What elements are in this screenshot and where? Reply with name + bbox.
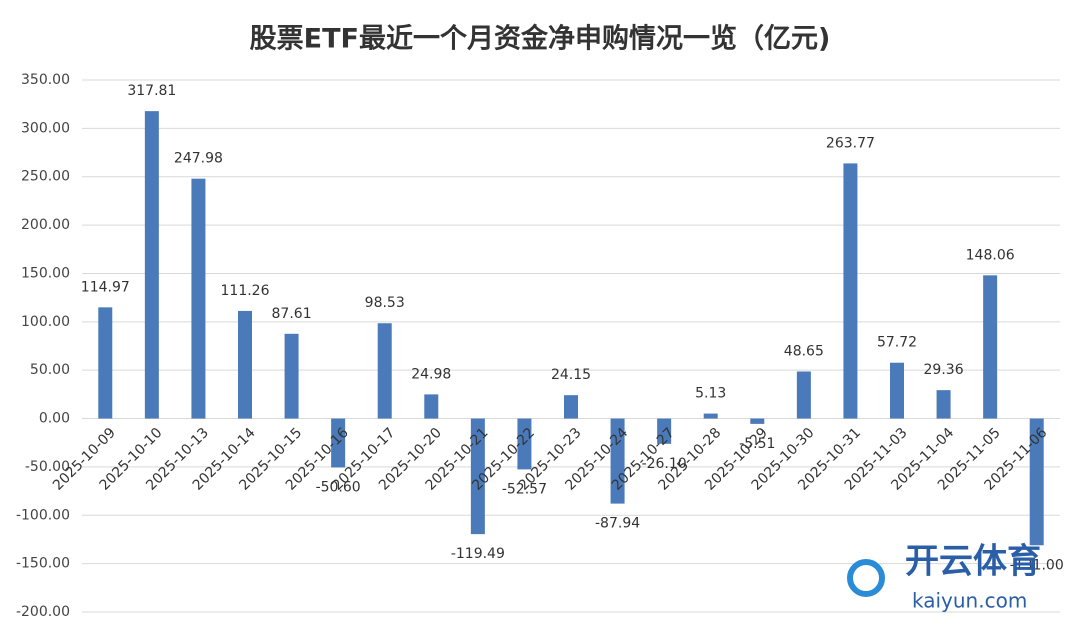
- data-label: -50.60: [316, 479, 361, 495]
- y-tick-label: 250.00: [21, 169, 70, 185]
- data-label: -5.51: [739, 436, 775, 452]
- bar: [238, 310, 252, 419]
- bar: [610, 418, 625, 504]
- data-label: 87.61: [272, 306, 312, 322]
- y-tick-label: 150.00: [21, 265, 70, 281]
- y-tick-label: 200.00: [21, 217, 70, 233]
- data-label: 29.36: [924, 362, 964, 378]
- bar: [703, 413, 718, 419]
- data-label: 111.26: [221, 283, 270, 299]
- bar: [890, 362, 904, 419]
- bar: [843, 163, 858, 419]
- bar: [470, 418, 485, 535]
- bar: [191, 178, 206, 419]
- watermark-brand: 开云体育: [905, 542, 1041, 582]
- chart-title: 股票ETF最近一个月资金净申购情况一览（亿元): [250, 23, 831, 55]
- y-tick-label: 100.00: [21, 314, 70, 330]
- data-label: -119.49: [451, 546, 505, 562]
- y-tick-label: -200.00: [16, 604, 70, 620]
- y-tick-label: 0.00: [39, 411, 70, 427]
- y-tick-label: 300.00: [21, 120, 70, 136]
- data-label: -26.10: [642, 456, 687, 472]
- y-tick-label: 350.00: [21, 72, 70, 88]
- bar: [144, 111, 159, 419]
- watermark-logo: [847, 559, 885, 597]
- data-label: 98.53: [365, 295, 405, 311]
- data-label: 247.98: [174, 151, 223, 167]
- y-tick-label: -100.00: [16, 507, 70, 523]
- data-label: 48.65: [784, 343, 824, 359]
- bar: [657, 418, 672, 444]
- data-label: 57.72: [877, 335, 917, 351]
- bar: [796, 371, 811, 419]
- y-tick-label: -50.00: [25, 459, 70, 475]
- watermark-url: kaiyun.com: [912, 589, 1027, 613]
- data-label: 114.97: [81, 279, 130, 295]
- y-tick-label: 50.00: [30, 362, 70, 378]
- data-label: -87.94: [595, 516, 640, 532]
- bar: [983, 275, 998, 419]
- bar: [98, 307, 113, 419]
- bar: [750, 418, 765, 424]
- bar: [936, 390, 951, 419]
- data-label: -131.00: [1010, 557, 1064, 573]
- bar: [1029, 418, 1044, 546]
- data-label: 148.06: [966, 247, 1015, 263]
- bar: [284, 333, 299, 419]
- bar: [377, 323, 392, 419]
- data-label: 24.98: [411, 366, 451, 382]
- bar: [564, 395, 578, 419]
- data-label: 317.81: [127, 83, 176, 99]
- bar: [331, 418, 346, 468]
- bar: [517, 418, 532, 470]
- data-label: 5.13: [695, 386, 726, 402]
- data-label: 24.15: [551, 367, 591, 383]
- data-label: -52.57: [502, 481, 547, 497]
- y-tick-label: -150.00: [16, 556, 70, 572]
- bar: [424, 394, 439, 419]
- data-label: 263.77: [826, 135, 875, 151]
